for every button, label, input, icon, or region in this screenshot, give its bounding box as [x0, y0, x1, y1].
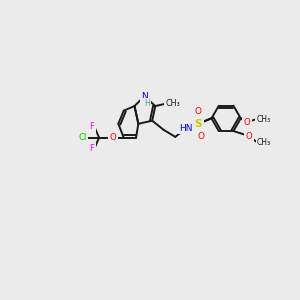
- Text: H: H: [144, 99, 150, 108]
- Text: N: N: [141, 92, 148, 100]
- Text: Cl: Cl: [78, 133, 87, 142]
- Text: O: O: [110, 133, 116, 142]
- Text: CH₃: CH₃: [165, 99, 180, 108]
- Text: O: O: [198, 132, 205, 141]
- Text: F: F: [89, 122, 94, 131]
- Text: S: S: [195, 119, 202, 129]
- Text: CH₃: CH₃: [257, 138, 271, 147]
- Text: HN: HN: [179, 124, 193, 133]
- Text: O: O: [195, 107, 202, 116]
- Text: O: O: [246, 132, 253, 141]
- Text: F: F: [89, 144, 94, 153]
- Text: CH₃: CH₃: [256, 115, 270, 124]
- Text: O: O: [244, 118, 250, 127]
